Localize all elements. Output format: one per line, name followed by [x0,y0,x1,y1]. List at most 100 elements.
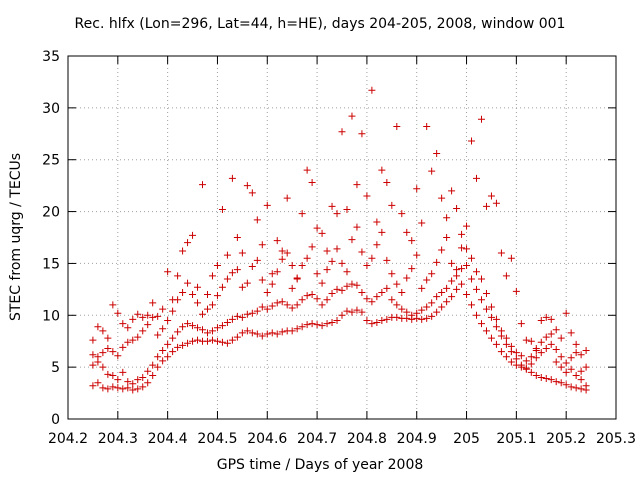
data-point [268,329,276,337]
data-point [443,214,451,222]
data-point [333,285,341,293]
data-point [378,288,386,296]
data-point [194,336,202,344]
data-point [482,290,490,298]
data-point [547,330,555,338]
data-point [144,367,152,375]
data-point [124,378,132,386]
data-point [557,353,565,361]
data-point [174,343,182,351]
data-point [298,262,306,270]
data-point [154,353,162,361]
data-point [273,330,281,338]
data-point [468,275,476,283]
data-point [124,324,132,332]
data-point [572,371,580,379]
data-point [353,281,361,289]
data-point [542,313,550,321]
x-tick-label: 204.9 [397,431,437,447]
x-tick-label: 204.5 [197,431,237,447]
data-point [353,306,361,314]
data-point [223,251,231,259]
data-point [557,363,565,371]
data-point [487,303,495,311]
data-point [562,381,570,389]
data-point [223,319,231,327]
data-point [323,296,331,304]
data-point [497,249,505,257]
data-point [164,316,172,324]
data-point [522,364,530,372]
data-point [378,228,386,236]
data-point [517,352,525,360]
data-point [343,307,351,315]
data-point [492,340,500,348]
data-point [263,201,271,209]
data-point [473,285,481,293]
data-point [383,256,391,264]
data-point [313,295,321,303]
data-point [94,323,102,331]
x-tick-label: 204.2 [48,431,88,447]
data-point [238,249,246,257]
data-point [218,205,226,213]
data-point [358,308,366,316]
data-point [228,269,236,277]
data-point [228,315,236,323]
data-points [89,86,590,394]
data-point [129,336,137,344]
data-point [582,347,590,355]
data-point [532,354,540,362]
data-point [562,309,570,317]
data-point [283,301,291,309]
data-point [418,284,426,292]
data-point [278,298,286,306]
data-point [248,263,256,271]
data-point [557,379,565,387]
data-point [323,320,331,328]
data-point [448,277,456,285]
data-point [89,361,97,369]
data-point [184,239,192,247]
y-tick-label: 25 [42,153,60,169]
data-point [353,181,361,189]
data-point [582,363,590,371]
data-point [169,307,177,315]
data-point [413,251,421,259]
data-point [159,357,167,365]
data-point [428,299,436,307]
x-axis-label: GPS time / Days of year 2008 [216,457,424,473]
data-point [443,234,451,241]
data-point [378,166,386,174]
data-point [468,254,476,262]
data-point [502,334,510,342]
data-point [438,288,446,296]
data-point [253,256,261,264]
data-point [144,311,152,319]
data-point [139,383,147,391]
x-tick-label: 205.3 [596,431,636,447]
x-tick-label: 205 [453,431,480,447]
y-tick-label: 20 [42,205,60,221]
data-point [199,326,207,334]
data-point [189,291,197,299]
data-point [547,376,555,384]
data-point [502,353,510,361]
data-point [423,123,431,131]
data-point [258,241,266,249]
data-point [218,322,226,330]
data-point [477,296,485,304]
data-point [94,379,102,387]
data-point [458,280,466,288]
data-point [144,321,152,329]
data-point [433,149,441,157]
data-point [338,311,346,319]
data-point [159,305,167,313]
data-point [119,368,127,376]
data-point [179,247,187,255]
data-point [169,334,177,342]
data-point [154,363,162,371]
data-point [383,179,391,187]
chart-title: Rec. hlfx (Lon=296, Lat=44, h=HE), days … [74,16,566,32]
data-point [233,266,241,274]
